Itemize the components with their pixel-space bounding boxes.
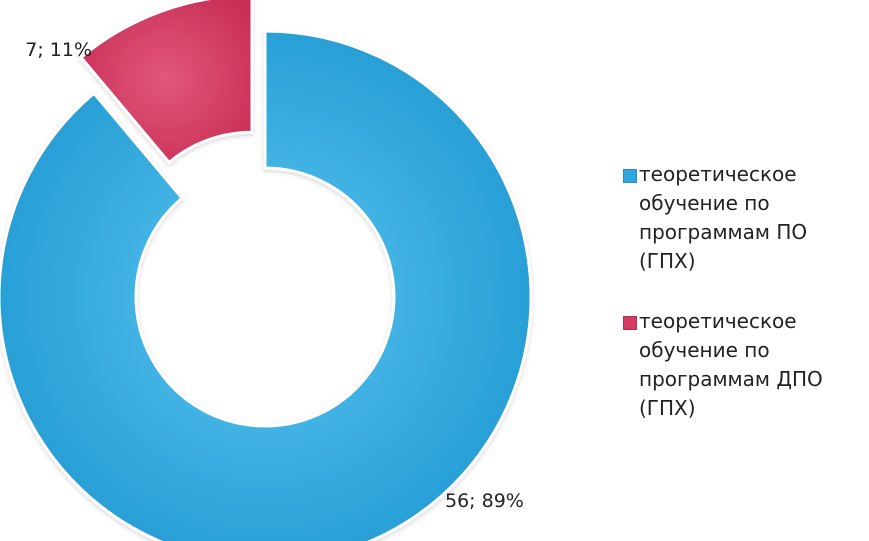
data-label-po: 56; 89% [445,490,524,512]
legend: теоретическое обучение по программам ПО … [623,160,863,454]
data-label-dpo: 7; 11% [25,39,92,61]
legend-swatch-po [623,169,637,183]
legend-item-dpo: теоретическое обучение по программам ДПО… [623,307,863,423]
legend-swatch-dpo [623,316,637,330]
legend-label-po: теоретическое обучение по программам ПО … [639,162,808,273]
legend-label-dpo: теоретическое обучение по программам ДПО… [639,309,823,420]
slice-dpo [78,0,254,165]
slice-po [0,29,533,541]
legend-item-po: теоретическое обучение по программам ПО … [623,160,863,276]
